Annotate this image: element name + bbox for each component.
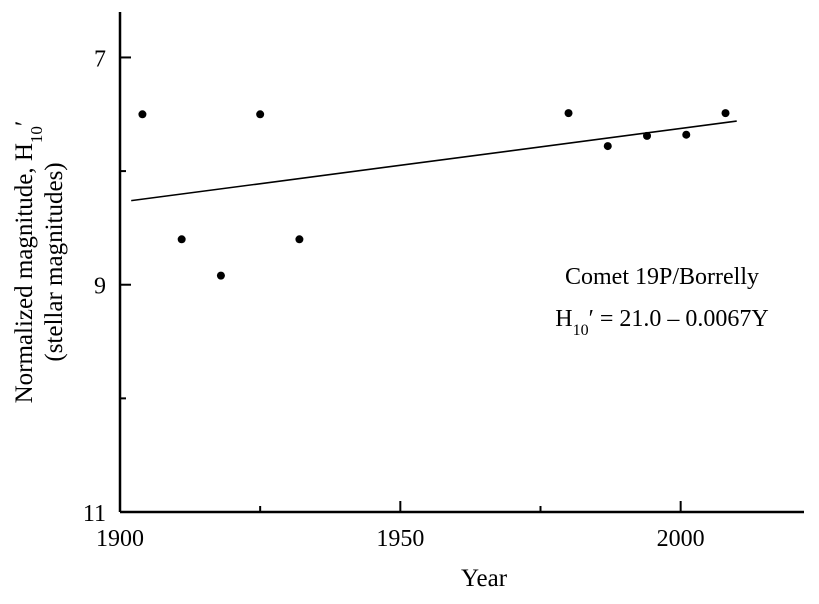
y-tick-label: 9 <box>94 274 106 300</box>
fit-line <box>131 120 737 202</box>
x-tick-label: 1900 <box>96 526 144 552</box>
axis-ticks <box>119 56 682 513</box>
annotation-equation-rest: ′ = 21.0 – 0.0067Y <box>589 306 769 332</box>
y-tick-label: 7 <box>94 46 106 72</box>
x-axis-title: Year <box>461 565 508 592</box>
data-point <box>138 110 147 119</box>
y-tick-label: 11 <box>83 501 106 527</box>
data-point <box>721 109 730 118</box>
y-axis-title-prime: ′ <box>11 121 38 126</box>
annotation-title: Comet 19P/Borrelly <box>565 264 759 290</box>
data-point <box>564 109 573 118</box>
data-point <box>216 271 225 280</box>
data-point <box>643 131 652 140</box>
tick-labels: 1900 1950 2000 7 9 11 <box>83 46 705 552</box>
data-point <box>256 110 265 119</box>
data-point <box>177 235 186 244</box>
data-points <box>138 109 730 280</box>
y-axis-title-main: Normalized magnitude, H <box>11 143 38 403</box>
data-point <box>682 130 691 139</box>
annotation-equation-h: H <box>555 306 572 332</box>
x-tick-label: 2000 <box>657 526 705 552</box>
x-tick-label: 1950 <box>376 526 424 552</box>
y-axis-title-line1: Normalized magnitude, H10′ <box>11 121 46 404</box>
annotation-equation: H10′ = 21.0 – 0.0067Y <box>555 306 768 339</box>
y-axis-title-line2: (stellar magnitudes) <box>41 162 68 361</box>
data-point <box>603 142 612 151</box>
data-point <box>295 235 304 244</box>
annotation-equation-subscript: 10 <box>573 322 589 339</box>
y-axis-title-subscript: 10 <box>27 126 46 143</box>
